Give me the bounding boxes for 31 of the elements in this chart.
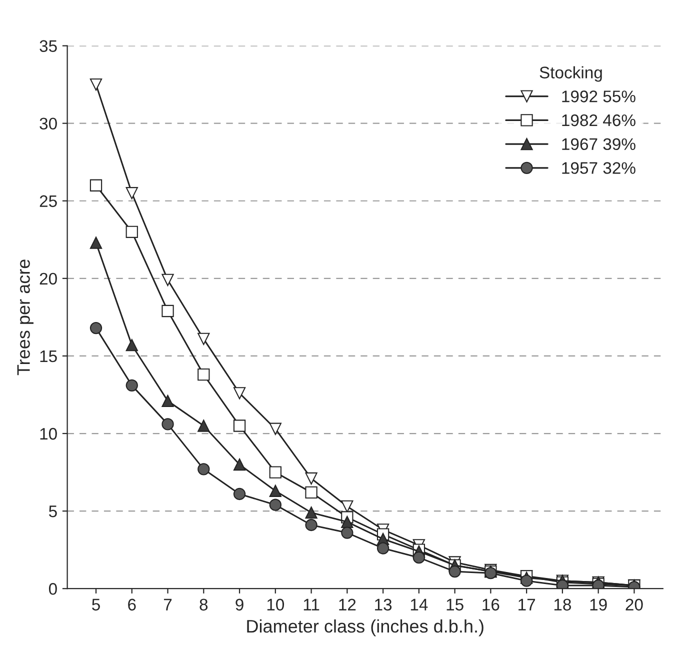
y-tick-label: 35 bbox=[40, 40, 57, 52]
x-tick-label: 16 bbox=[482, 598, 500, 611]
y-tick-label: 5 bbox=[48, 506, 57, 518]
legend-label: 1982 46% bbox=[562, 114, 636, 126]
x-tick-label: 9 bbox=[236, 598, 244, 611]
x-tick-label: 14 bbox=[410, 598, 428, 610]
y-tick-label: 0 bbox=[48, 583, 57, 595]
x-tick-label: 7 bbox=[164, 598, 172, 610]
y-tick-label: 10 bbox=[40, 428, 57, 440]
y-tick-label: 30 bbox=[40, 118, 57, 130]
x-tick-label: 20 bbox=[626, 598, 643, 611]
x-tick-label: 10 bbox=[267, 598, 284, 611]
x-tick-label: 6 bbox=[128, 598, 136, 611]
x-tick-label: 18 bbox=[554, 598, 571, 611]
legend-label: 1967 39% bbox=[562, 138, 636, 150]
x-tick-label: 13 bbox=[375, 598, 392, 611]
legend-label: 1992 55% bbox=[562, 90, 636, 102]
x-tick-label: 11 bbox=[304, 598, 320, 610]
y-tick-label: 20 bbox=[40, 272, 57, 285]
y-tick-label: 15 bbox=[40, 350, 57, 362]
legend-label: 1957 32% bbox=[562, 162, 636, 174]
x-tick-label: 8 bbox=[200, 598, 208, 611]
x-tick-label: 17 bbox=[518, 598, 535, 610]
x-tick-label: 19 bbox=[590, 598, 607, 611]
x-tick-label: 12 bbox=[339, 598, 356, 610]
x-axis-title: Diameter class (inches d.b.h.) bbox=[247, 619, 484, 636]
y-tick-label: 25 bbox=[40, 195, 57, 208]
x-tick-label: 15 bbox=[446, 598, 464, 611]
x-tick-label: 5 bbox=[92, 598, 100, 611]
y-axis-title: Trees per acre bbox=[17, 260, 34, 376]
legend-title: Stocking bbox=[540, 66, 602, 82]
